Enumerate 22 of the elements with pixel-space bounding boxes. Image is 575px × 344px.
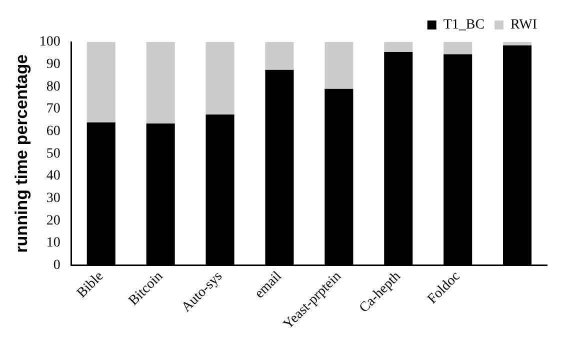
bar — [503, 42, 532, 46]
bar — [444, 42, 472, 54]
y-tick-label: 80 — [46, 79, 60, 94]
y-tick-label: 0 — [53, 258, 60, 273]
legend-label: T1_BC — [443, 18, 485, 33]
bar — [206, 42, 234, 115]
y-axis-title: running time percentage — [12, 54, 31, 253]
y-tick-label: 10 — [46, 236, 60, 251]
y-tick-label: 50 — [46, 146, 60, 162]
y-tick-label: 60 — [46, 124, 60, 139]
y-tick-label: 20 — [46, 213, 60, 228]
y-tick-label: 100 — [39, 34, 60, 50]
bar — [384, 42, 413, 52]
bar — [265, 42, 294, 70]
y-tick-label: 70 — [46, 102, 60, 117]
y-tick-label: 30 — [46, 190, 60, 206]
bar — [324, 42, 354, 89]
y-tick-label: 90 — [46, 56, 60, 72]
y-tick-label: 40 — [46, 168, 60, 184]
legend-label: RWI — [510, 18, 538, 33]
bar — [86, 42, 116, 122]
bar — [146, 42, 175, 124]
